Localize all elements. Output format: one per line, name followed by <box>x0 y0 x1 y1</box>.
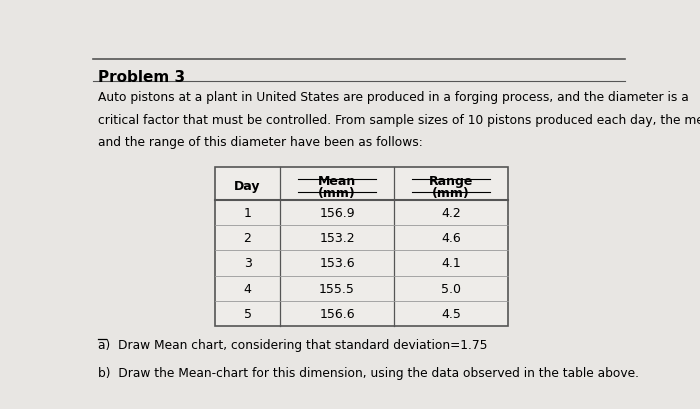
Text: Mean: Mean <box>318 174 356 187</box>
Text: 3: 3 <box>244 257 251 270</box>
Text: 4.5: 4.5 <box>441 307 461 320</box>
Text: critical factor that must be controlled. From sample sizes of 10 pistons produce: critical factor that must be controlled.… <box>98 113 700 126</box>
Text: Auto pistons at a plant in United States are produced in a forging process, and : Auto pistons at a plant in United States… <box>98 91 689 103</box>
Text: (mm): (mm) <box>432 187 470 200</box>
Text: Day: Day <box>234 180 261 193</box>
Text: a)  Draw Mean chart, considering that standard deviation=1.75: a) Draw Mean chart, considering that sta… <box>98 338 488 351</box>
Text: (mm): (mm) <box>318 187 356 200</box>
Text: Range: Range <box>429 174 473 187</box>
Text: 4: 4 <box>244 282 251 295</box>
Text: 5.0: 5.0 <box>441 282 461 295</box>
Text: 4.6: 4.6 <box>441 231 461 245</box>
Text: 156.9: 156.9 <box>319 207 355 219</box>
Text: b)  Draw the Mean-chart for this dimension, using the data observed in the table: b) Draw the Mean-chart for this dimensio… <box>98 366 639 379</box>
Text: 4.1: 4.1 <box>441 257 461 270</box>
Text: 156.6: 156.6 <box>319 307 355 320</box>
Text: 5: 5 <box>244 307 251 320</box>
Text: 2: 2 <box>244 231 251 245</box>
Text: 153.6: 153.6 <box>319 257 355 270</box>
Text: 1: 1 <box>244 207 251 219</box>
FancyBboxPatch shape <box>215 167 508 326</box>
Text: Problem 3: Problem 3 <box>98 70 186 85</box>
Text: 155.5: 155.5 <box>319 282 355 295</box>
Text: 4.2: 4.2 <box>441 207 461 219</box>
Text: and the range of this diameter have been as follows:: and the range of this diameter have been… <box>98 136 423 149</box>
Text: 153.2: 153.2 <box>319 231 355 245</box>
